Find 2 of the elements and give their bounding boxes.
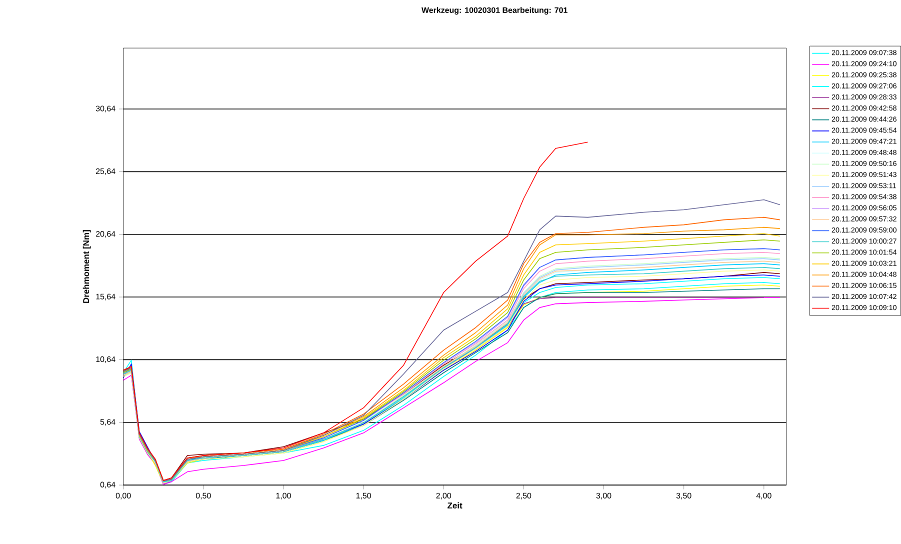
- x-axis-title: Zeit: [448, 502, 462, 508]
- y-axis-title: Drehmoment [Nm]: [82, 230, 91, 303]
